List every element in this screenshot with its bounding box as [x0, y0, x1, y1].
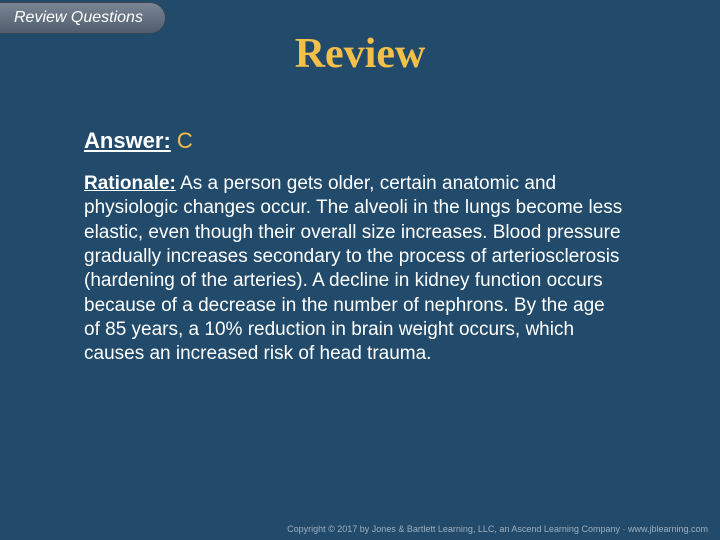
page-title: Review [0, 30, 720, 78]
rationale-label: Rationale: [84, 173, 176, 194]
tab-label: Review Questions [14, 9, 143, 26]
rationale-block: Rationale: As a person gets older, certa… [84, 172, 624, 367]
answer-line: Answer: C [84, 128, 624, 154]
rationale-text: As a person gets older, certain anatomic… [84, 173, 622, 364]
answer-label: Answer: [84, 128, 171, 153]
copyright-footer: Copyright © 2017 by Jones & Bartlett Lea… [287, 524, 708, 534]
answer-value: C [177, 128, 193, 153]
content-block: Answer: C Rationale: As a person gets ol… [84, 128, 624, 367]
